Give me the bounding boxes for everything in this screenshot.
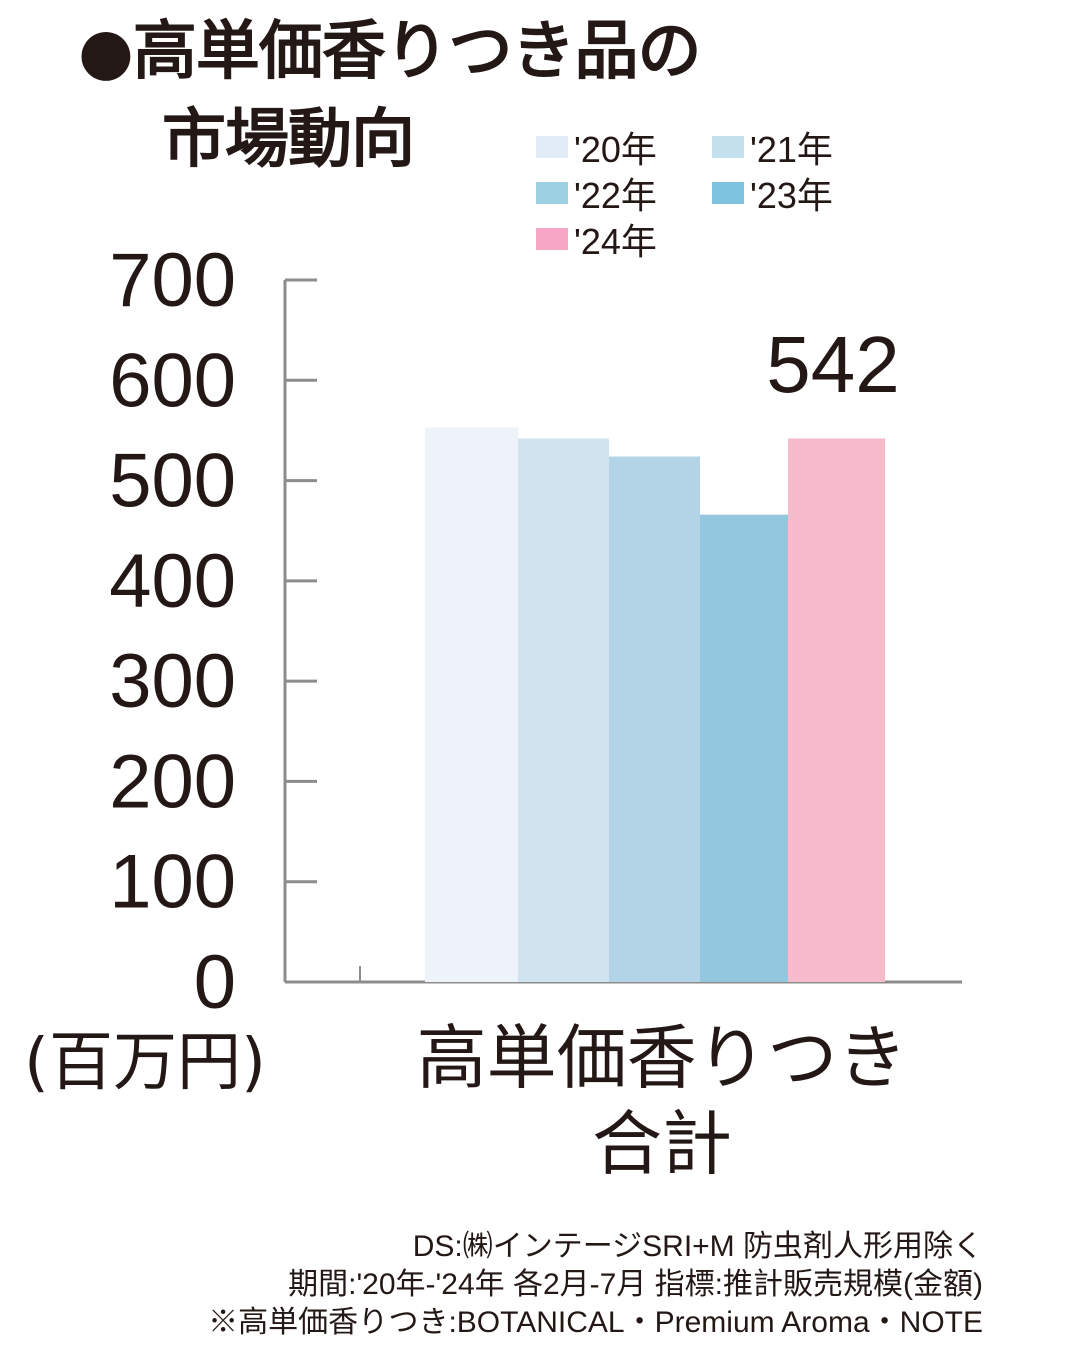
bar-20: [425, 427, 518, 982]
source-line-2: 期間:'20年-'24年 各2月-7月 指標:推計販売規模(金額): [288, 1268, 983, 1301]
legend-label: '23年: [750, 175, 833, 216]
legend-swatch: [536, 228, 568, 250]
category-label: 高単価香りつき: [417, 1017, 908, 1099]
legend-swatch: [536, 136, 568, 158]
legend-item-2023: '23年: [712, 172, 888, 216]
y-tick-label: 0: [194, 940, 236, 1025]
legend-label: '20年: [574, 129, 657, 170]
y-tick-label: 600: [109, 338, 236, 423]
legend-item-2020: '20年: [536, 126, 712, 170]
source-line-1: DS:㈱インテージSRI+M 防虫剤人形用除く: [412, 1230, 983, 1263]
legend-swatch: [536, 182, 568, 204]
legend-item-2024: '24年: [536, 218, 712, 262]
legend-item-2022: '22年: [536, 172, 712, 216]
legend-label: '22年: [574, 175, 657, 216]
y-tick-label: 700: [109, 238, 236, 323]
data-label-2024: 542: [766, 320, 899, 409]
legend-swatch: [712, 136, 744, 158]
legend-item-2021: '21年: [712, 126, 888, 170]
chart-title: ●高単価香りつき品の 市場動向: [78, 8, 702, 184]
source-note: DS:㈱インテージSRI+M 防虫剤人形用除く 期間:'20年-'24年 各2月…: [208, 1228, 983, 1342]
bar-24: [788, 438, 885, 982]
bar-22: [609, 456, 700, 982]
legend-label: '24年: [574, 221, 657, 262]
y-tick-label: 200: [109, 739, 236, 824]
category-label: 合計: [592, 1103, 732, 1185]
y-tick-label: 300: [109, 639, 236, 724]
y-tick-label: 100: [109, 840, 236, 925]
source-line-3: ※高単価香りつき:BOTANICAL・Premium Aroma・NOTE: [208, 1306, 983, 1339]
bar-21: [518, 438, 609, 982]
title-line-1: 高単価香りつき品の: [132, 15, 702, 89]
bar-23: [700, 514, 788, 982]
legend-label: '21年: [750, 129, 833, 170]
y-tick-label: 400: [109, 539, 236, 624]
legend-swatch: [712, 182, 744, 204]
title-line-2: 市場動向: [162, 103, 415, 177]
legend: '20年 '21年 '22年 '23年 '24年: [536, 126, 1056, 262]
y-axis-unit-label: (百万円): [24, 1026, 266, 1100]
y-tick-label: 500: [109, 439, 236, 524]
bullet-icon: ●: [78, 15, 134, 89]
